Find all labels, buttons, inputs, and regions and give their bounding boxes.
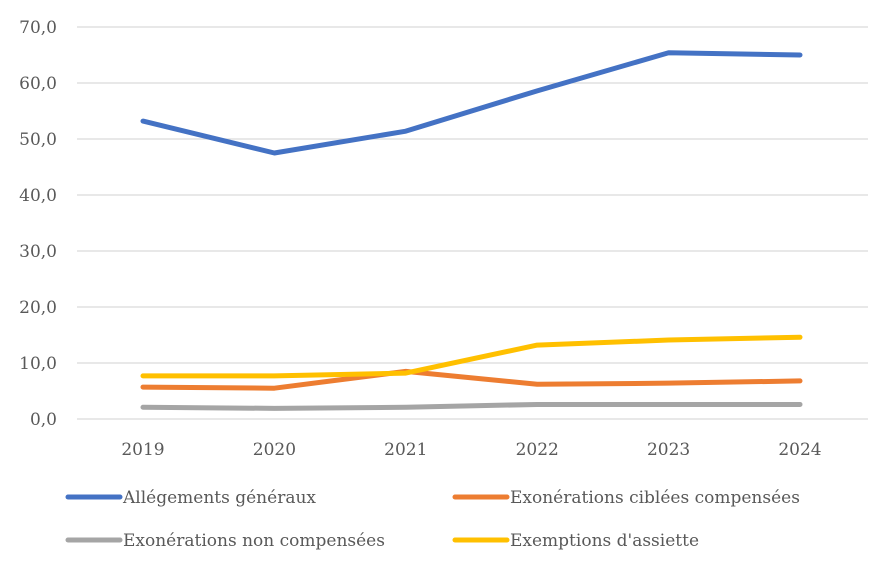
- series-line-allegements-generaux: [140, 50, 803, 156]
- legend-label: Allégements généraux: [122, 488, 316, 508]
- x-axis-ticks: 2019 2020 2021 2022 2023 2024: [121, 440, 821, 460]
- legend: Allégements généraux Exonérations ciblées…: [65, 488, 800, 551]
- series-line-exonerations-non-compensees: [140, 401, 803, 411]
- series-line-exemptions-d-assiette: [140, 334, 803, 379]
- y-tick-label: 10,0: [19, 354, 57, 374]
- x-tick-label: 2019: [121, 440, 164, 460]
- legend-label: Exemptions d'assiette: [510, 531, 699, 551]
- y-tick-label: 30,0: [19, 242, 57, 262]
- y-tick-label: 0,0: [30, 410, 57, 430]
- legend-label: Exonérations ciblées compensées: [510, 488, 800, 508]
- y-tick-label: 50,0: [19, 130, 57, 150]
- legend-item: Exonérations non compensées: [65, 531, 385, 551]
- legend-label: Exonérations non compensées: [123, 531, 385, 551]
- legend-item: Exemptions d'assiette: [452, 531, 699, 551]
- x-tick-label: 2024: [778, 440, 821, 460]
- y-axis-ticks: 0,0 10,0 20,0 30,0 40,0 50,0 60,0 70,0: [19, 18, 57, 430]
- series-line-exonerations-ciblees-compensees: [140, 368, 803, 391]
- y-tick-label: 20,0: [19, 298, 57, 318]
- x-tick-label: 2021: [384, 440, 427, 460]
- y-tick-label: 60,0: [19, 74, 57, 94]
- legend-item: Allégements généraux: [65, 488, 316, 508]
- x-tick-label: 2022: [516, 440, 559, 460]
- series-lines: [140, 50, 803, 411]
- x-tick-label: 2023: [647, 440, 690, 460]
- legend-item: Exonérations ciblées compensées: [452, 488, 800, 508]
- y-tick-label: 40,0: [19, 186, 57, 206]
- x-tick-label: 2020: [253, 440, 296, 460]
- y-tick-label: 70,0: [19, 18, 57, 38]
